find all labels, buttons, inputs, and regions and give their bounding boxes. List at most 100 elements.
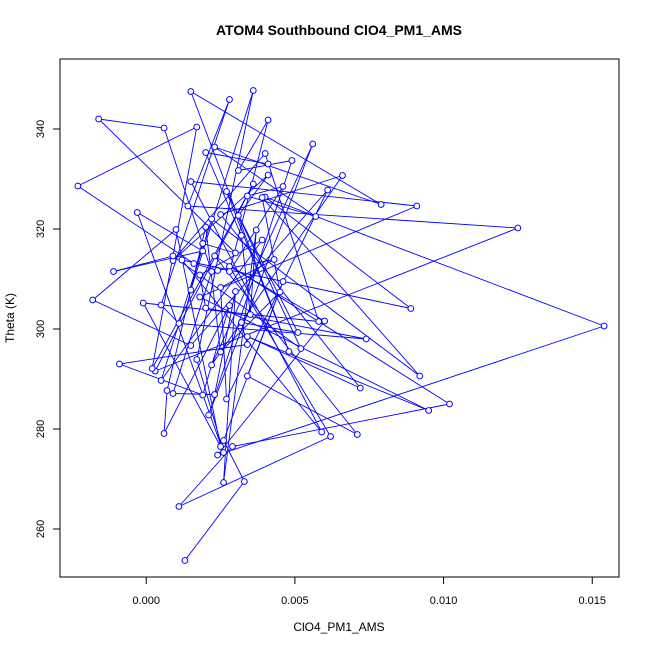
data-point [217, 211, 224, 218]
data-point [413, 202, 421, 210]
data-point [178, 256, 186, 264]
series-line-segment [190, 91, 290, 352]
series-line-segment [98, 118, 236, 254]
data-point [270, 256, 278, 263]
series-line-segment [217, 320, 325, 456]
series-line-segment [211, 175, 343, 366]
data-point [217, 443, 224, 450]
series-line-segment [190, 181, 323, 433]
data-point [175, 320, 183, 327]
data-point [214, 267, 221, 274]
data-point [196, 293, 204, 301]
data-point [110, 268, 117, 275]
data-point [205, 411, 213, 419]
plot-frame [59, 58, 620, 578]
series-line-segment [151, 126, 198, 369]
series-line-segment [98, 118, 165, 129]
data-point [232, 288, 239, 295]
data-point [187, 88, 195, 95]
data-point [157, 377, 165, 384]
data-point [356, 384, 364, 392]
series-line-segment [199, 205, 417, 298]
y-tick-label: 320 [35, 220, 47, 238]
series-line-segment [214, 146, 316, 217]
data-point [279, 278, 287, 285]
data-point [220, 437, 227, 444]
series-line-segment [92, 229, 177, 301]
series-line-segment [217, 325, 605, 456]
series-line-segment [223, 229, 257, 483]
data-point [160, 124, 168, 132]
data-point [89, 296, 97, 304]
data-point [261, 150, 269, 157]
series-line-segment [238, 174, 269, 216]
y-tick-label: 340 [35, 120, 47, 138]
data-point [258, 194, 266, 201]
data-point [217, 348, 224, 356]
series-line-segment [247, 336, 429, 411]
data-point [312, 213, 320, 220]
series-line-segment [172, 255, 302, 349]
series-line-segment [119, 344, 248, 365]
data-point [288, 157, 296, 164]
series-line-segment [181, 259, 411, 309]
data-point [416, 372, 424, 380]
data-point [249, 180, 257, 188]
data-point [407, 305, 415, 312]
data-point [318, 428, 326, 436]
x-tick-label: 0.000 [132, 595, 160, 607]
data-point [309, 140, 317, 148]
series-line-segment [240, 322, 248, 345]
series-layer [74, 87, 608, 564]
series-line-segment [77, 185, 195, 264]
series-line-segment [190, 189, 328, 346]
series-line-segment [241, 322, 298, 333]
x-axis-label: ClO4_PM1_AMS [293, 620, 384, 634]
y-tick-label: 280 [35, 420, 47, 438]
series-line-segment [247, 336, 361, 389]
series-line-segment [220, 259, 275, 288]
series-line-segment [142, 302, 221, 447]
data-point [157, 301, 165, 309]
data-point [187, 342, 195, 349]
series-line-segment [220, 175, 343, 215]
data-point [237, 319, 245, 326]
data-point [339, 172, 346, 179]
data-point [377, 201, 385, 208]
data-point [133, 209, 141, 216]
data-point [297, 345, 305, 352]
data-point [264, 160, 272, 168]
series-line-segment [214, 291, 236, 395]
series-line-segment [178, 446, 233, 507]
data-point [243, 372, 251, 380]
data-point [196, 271, 204, 279]
series-line-segment [163, 127, 213, 272]
series-line-segment [205, 152, 269, 165]
data-point [202, 223, 210, 231]
data-point [208, 268, 216, 275]
data-point [226, 96, 233, 103]
data-point [232, 249, 239, 257]
series-line-segment [163, 390, 168, 434]
data-point [193, 356, 201, 363]
y-axis-label: Theta (K) [3, 293, 17, 343]
data-point [95, 115, 103, 123]
data-point [116, 360, 123, 368]
series-line-segment [247, 186, 284, 197]
series-line-segment [220, 287, 227, 400]
series-line-segment [92, 299, 192, 346]
data-point [193, 123, 201, 131]
series-line-segment [247, 375, 358, 435]
data-point [208, 361, 216, 369]
data-point [226, 268, 233, 275]
data-point [199, 240, 207, 247]
data-point [181, 557, 189, 564]
data-point [160, 430, 168, 437]
data-point [258, 236, 266, 244]
series-line-segment [220, 291, 281, 353]
data-point [220, 449, 227, 456]
series-line-segment [178, 323, 367, 340]
series-line-segment [190, 91, 382, 205]
data-point [148, 365, 156, 372]
